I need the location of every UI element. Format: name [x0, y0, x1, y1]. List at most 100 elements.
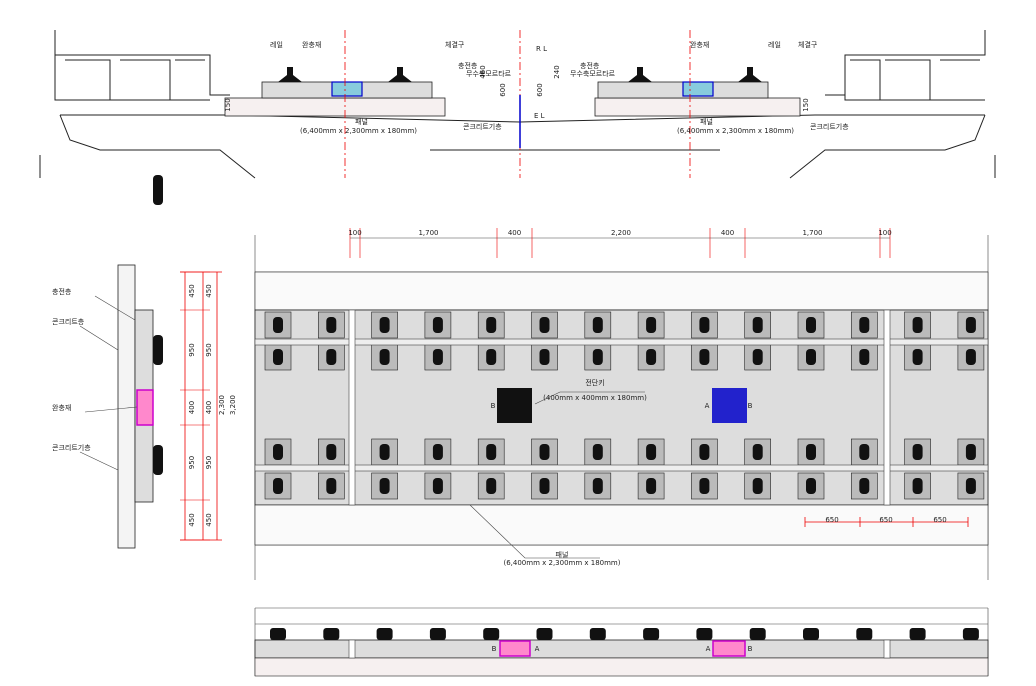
fastener-pad [371, 438, 398, 466]
rail-section [738, 67, 762, 82]
fastener [379, 444, 390, 460]
shear-key-size: (400mm x 400mm x 180mm) [543, 394, 647, 402]
side-dim: 450 [205, 513, 213, 526]
section-label: 콘크리트기층 [810, 122, 849, 131]
fastener [592, 444, 603, 460]
cross-section [39, 30, 996, 179]
fastener-pad [691, 311, 718, 339]
fastener [965, 478, 976, 494]
section-dim: 600 [536, 83, 544, 96]
shear-key-label: 전단키 [585, 378, 604, 387]
rail-section [388, 67, 412, 82]
fastener [486, 349, 497, 365]
section-dim: 460 [479, 65, 487, 78]
rail-section [278, 67, 302, 82]
fastener [273, 349, 283, 365]
section-dim: 600 [499, 83, 507, 96]
spacing-dim: 650 [933, 516, 946, 524]
side-dim: 950 [205, 456, 213, 469]
elevation-view [254, 607, 989, 677]
side-fastener [153, 335, 163, 365]
side-dim: 400 [205, 401, 213, 414]
side-fastener [153, 445, 163, 475]
elev-fastener [696, 628, 713, 640]
fastener [699, 349, 710, 365]
side-total: 2,300 [218, 395, 226, 415]
fastener [752, 444, 763, 460]
fastener [806, 349, 816, 365]
fastener [379, 349, 390, 365]
fastener [273, 478, 283, 494]
elev-fastener [376, 628, 393, 640]
fastener [859, 317, 870, 333]
elev-fastener [643, 628, 660, 640]
fastener [806, 317, 816, 333]
fastener [912, 444, 923, 460]
section-label: 콘크리트기층 [463, 122, 502, 131]
dim-line [804, 517, 969, 527]
fastener [539, 444, 550, 460]
leader [534, 391, 645, 405]
side-dim: 450 [188, 513, 196, 526]
leader [79, 451, 119, 471]
fastener [432, 317, 443, 333]
side-view [117, 264, 222, 549]
section-label: 체결구 [445, 40, 465, 49]
section-label: (6,400mm x 2,300mm x 180mm) [677, 127, 794, 135]
section-dim: 150 [224, 98, 232, 111]
fastener [486, 478, 497, 494]
key-mark: B [748, 402, 753, 410]
fastener-pad [264, 311, 292, 339]
elev-fastener [589, 628, 606, 640]
fastener [486, 317, 497, 333]
elev-fastener [749, 628, 766, 640]
side-dim: 450 [188, 284, 196, 297]
elev-joint [348, 639, 356, 659]
fastener [486, 444, 497, 460]
fastener [646, 444, 657, 460]
leader [94, 295, 136, 321]
fastener [965, 349, 976, 365]
elev-fastener [803, 628, 819, 640]
panel-label: 패널 [556, 550, 569, 559]
section-label: 완충재 [690, 40, 709, 49]
level-label: E L [534, 112, 545, 120]
fastener [326, 349, 337, 365]
key-mark: A [706, 645, 711, 653]
rail [254, 464, 989, 472]
plan-dim: 400 [721, 229, 734, 237]
fastener [699, 478, 710, 494]
section-label: (6,400mm x 2,300mm x 180mm) [300, 127, 417, 135]
rail [254, 338, 989, 346]
fastener [859, 444, 870, 460]
fastener [912, 349, 923, 365]
fastener-pad [744, 343, 772, 371]
fastener [699, 444, 710, 460]
fastener [912, 478, 923, 494]
fastener [752, 349, 763, 365]
plan-view [254, 235, 989, 580]
fastener [646, 317, 657, 333]
fastener [699, 317, 710, 333]
section-label: 충전층 [580, 61, 600, 70]
side-label: 완충재 [52, 403, 71, 412]
section-label: 체결구 [798, 40, 818, 49]
side-dim: 400 [188, 401, 196, 414]
fastener [592, 478, 603, 494]
fastener [539, 349, 550, 365]
leader [79, 325, 119, 351]
section-label: 패널 [355, 117, 368, 126]
elev-fastener [536, 628, 553, 640]
fastener-pad [531, 438, 558, 466]
side-label: 콘크리트기층 [52, 443, 91, 452]
section-label: 레일 [768, 40, 781, 49]
side-total: 3,200 [229, 395, 237, 415]
plan-dim: 2,200 [611, 229, 631, 237]
fastener [859, 349, 870, 365]
fastener [432, 349, 443, 365]
side-dim: 450 [205, 284, 213, 297]
fastener [326, 444, 337, 460]
elev-fastener [270, 628, 286, 640]
fastener [752, 478, 763, 494]
fastener [432, 444, 443, 460]
